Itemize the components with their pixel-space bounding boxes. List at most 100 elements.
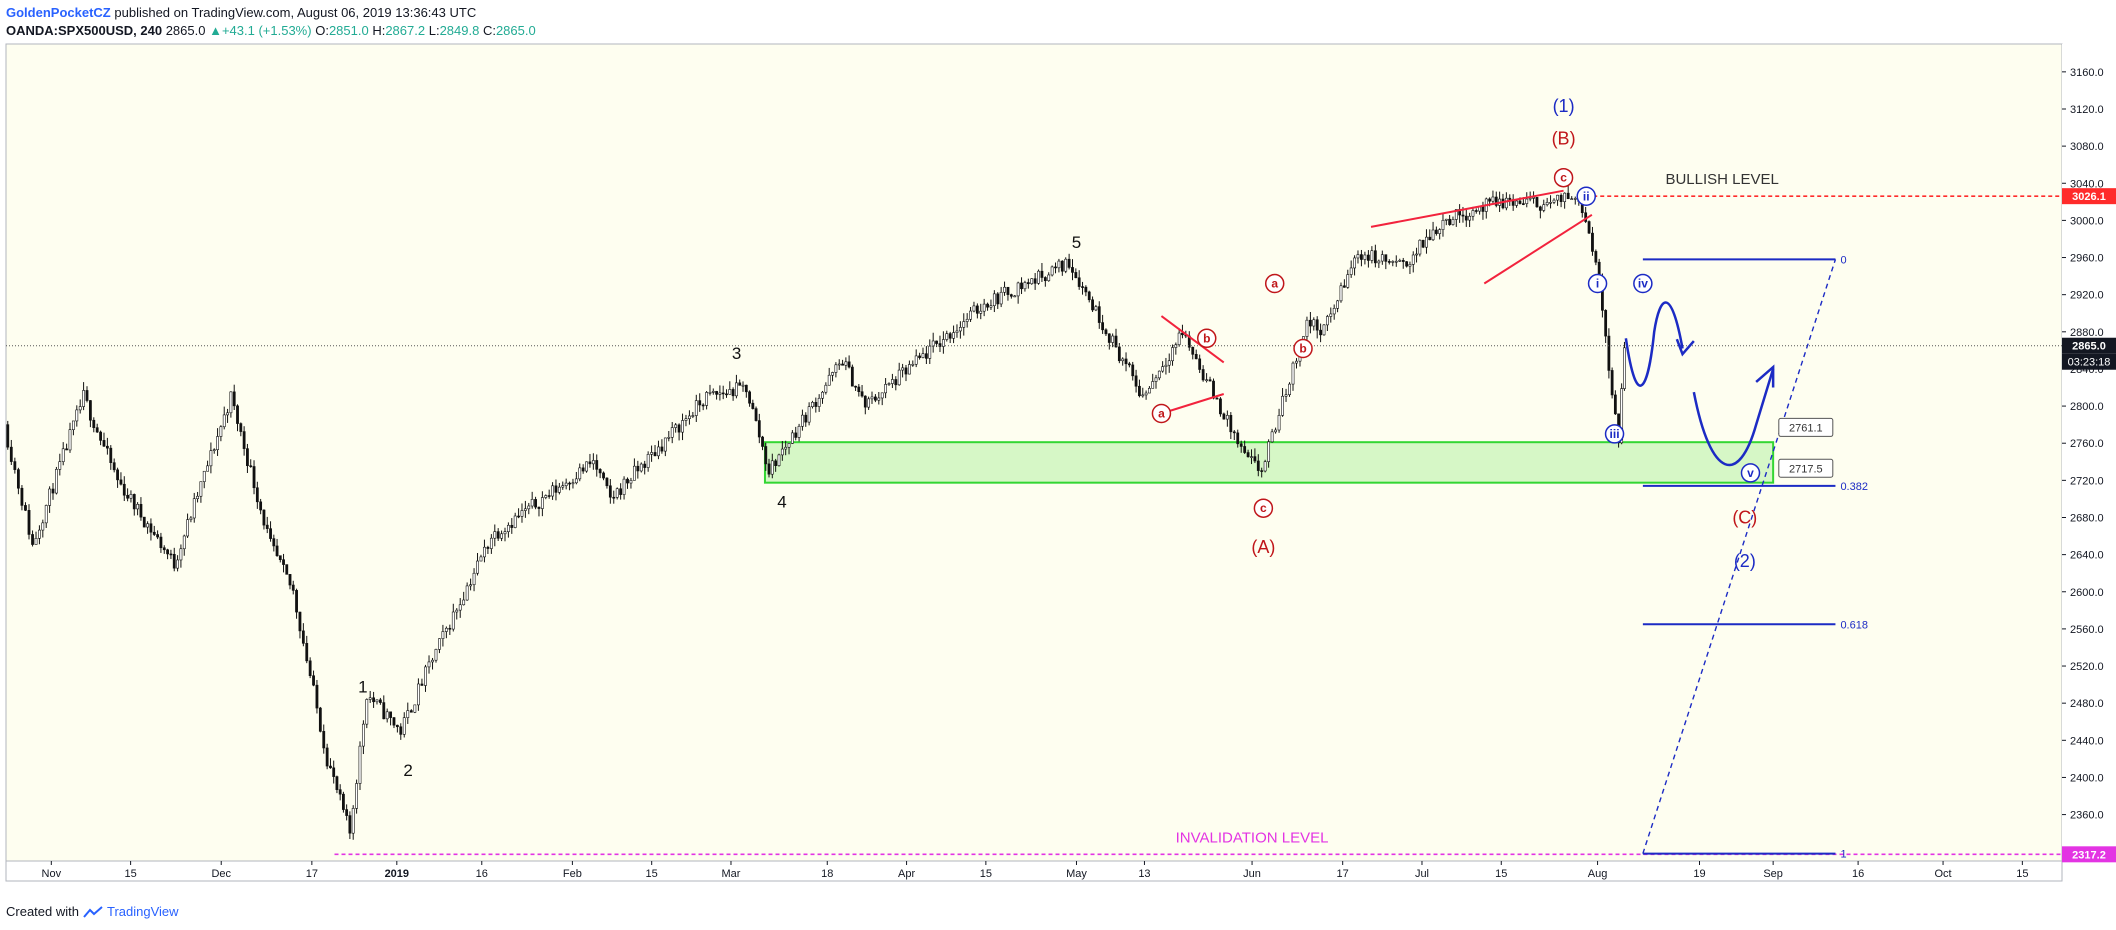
candle [444, 626, 448, 639]
candle-body [1151, 381, 1155, 389]
candle [1071, 259, 1074, 281]
wave-label-red-circled-text: b [1203, 331, 1210, 345]
candle-body [72, 420, 75, 430]
candle [874, 394, 877, 403]
candle-body [677, 424, 681, 433]
candle-body [48, 488, 52, 506]
candle [269, 521, 272, 542]
candle-body [455, 609, 459, 613]
candle-body [1329, 313, 1333, 317]
candle-body [540, 497, 544, 509]
wave-label-blue-circled-text: i [1596, 277, 1599, 291]
candle-body [116, 469, 119, 481]
candle [375, 699, 379, 705]
candle-body [1444, 218, 1448, 221]
candle [169, 549, 173, 559]
candle [989, 299, 993, 310]
y-tick-label: 3080.0 [2070, 141, 2104, 153]
candle [527, 502, 531, 515]
candle-body [1339, 285, 1343, 302]
candle [382, 695, 386, 720]
candle-body [1060, 260, 1064, 272]
candle-body [867, 398, 871, 408]
y-tick-label: 2680.0 [2070, 512, 2104, 524]
candle-body [358, 745, 362, 784]
x-tick-label: May [1066, 868, 1087, 880]
candle-body [520, 510, 524, 517]
candle-body [986, 303, 989, 308]
candle [797, 423, 801, 442]
candle [1408, 261, 1412, 274]
candle-body [1009, 294, 1013, 297]
candle [1127, 361, 1131, 368]
candle [417, 678, 420, 711]
candle [677, 423, 681, 441]
candle [1594, 249, 1598, 266]
candle [986, 302, 989, 311]
candle-body [728, 389, 732, 395]
candle-body [382, 702, 386, 720]
arrow-head-icon [1755, 364, 1775, 388]
candle [1161, 361, 1165, 373]
footer-brand[interactable]: TradingView [106, 904, 179, 919]
candle [1194, 349, 1198, 360]
candle-body [375, 699, 379, 703]
candle [1013, 294, 1017, 298]
candle-body [249, 465, 253, 468]
candle-body [877, 397, 881, 401]
candle [757, 413, 761, 444]
candle [847, 355, 851, 369]
candle-body [1111, 335, 1115, 343]
candle [116, 467, 119, 488]
candle [455, 608, 459, 620]
candle-body [1438, 229, 1442, 234]
y-tick-label: 2960.0 [2070, 253, 2104, 265]
candle-body [427, 661, 431, 668]
candle [684, 414, 688, 427]
candle [95, 423, 99, 433]
candle-body [298, 611, 302, 632]
symbol-label[interactable]: OANDA:SPX500USD, 240 [6, 23, 163, 38]
candle-body [1545, 202, 1549, 206]
candle-body [510, 524, 514, 528]
candle-body [1270, 431, 1274, 443]
candle [537, 506, 541, 517]
candle [884, 378, 888, 399]
candle [34, 531, 38, 545]
candle-body [82, 390, 85, 407]
candle [288, 574, 292, 590]
candle [409, 709, 413, 713]
candle [105, 437, 109, 455]
candle-body [172, 553, 176, 569]
candle-body [269, 528, 272, 539]
candle [581, 464, 585, 474]
candle-body [78, 406, 82, 411]
candle [72, 420, 75, 436]
candle-body [291, 584, 295, 591]
candle [1438, 228, 1442, 240]
candle [854, 385, 857, 391]
candle-body [65, 448, 69, 451]
candle [291, 580, 295, 595]
candle-body [1246, 452, 1250, 458]
candle [605, 477, 609, 489]
candle-body [1471, 210, 1475, 217]
candle [20, 485, 24, 511]
wave-label-blue-circled-text: iv [1638, 277, 1648, 291]
candle-body [31, 534, 34, 545]
candle [639, 462, 643, 473]
candle-body [1315, 319, 1319, 331]
candle-body [1491, 196, 1495, 202]
candle [510, 518, 514, 534]
candle-body [451, 611, 455, 630]
candle-body [1488, 198, 1492, 202]
candle-body [1391, 261, 1395, 263]
author-link[interactable]: GoldenPocketCZ [6, 5, 111, 20]
candle [31, 530, 34, 547]
candle [1573, 196, 1577, 205]
candle-body [847, 361, 851, 368]
candle-body [629, 480, 633, 484]
candle [272, 534, 276, 552]
candle-body [1521, 203, 1525, 205]
